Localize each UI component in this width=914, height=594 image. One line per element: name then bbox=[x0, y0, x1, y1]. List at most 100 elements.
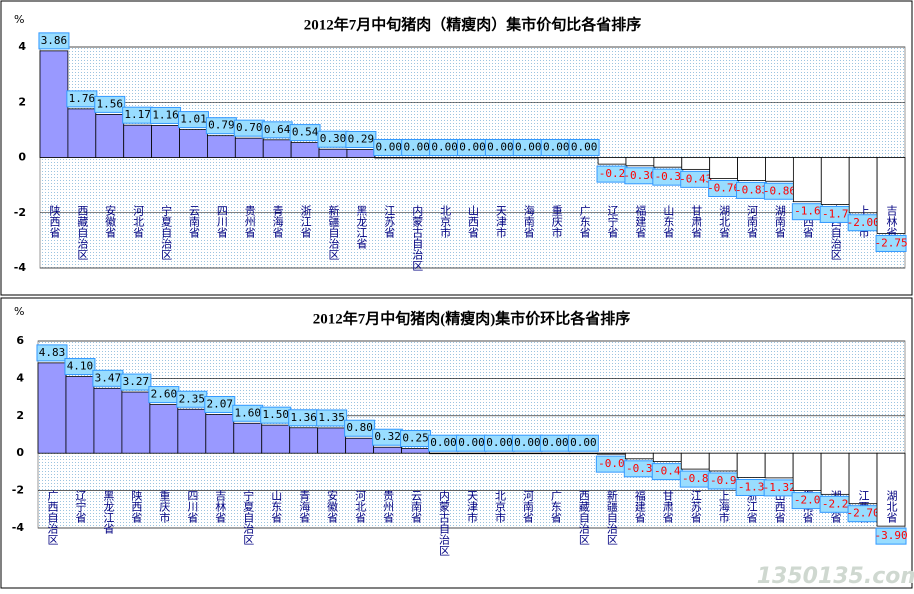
x-tick-label: 西藏自治区 bbox=[577, 490, 590, 545]
x-tick-label: 黑龙江省 bbox=[102, 490, 115, 535]
value-label: 0.00 bbox=[376, 141, 403, 154]
bar bbox=[457, 452, 486, 455]
y-tick-label: -4 bbox=[12, 521, 25, 534]
value-label: 1.35 bbox=[318, 411, 345, 424]
x-tick-label: 重庆市 bbox=[550, 204, 563, 239]
bar bbox=[205, 414, 235, 454]
y-axis-label: % bbox=[14, 305, 24, 318]
bar bbox=[345, 437, 375, 454]
value-label: 0.00 bbox=[431, 141, 458, 154]
bar bbox=[486, 157, 515, 159]
value-label-box bbox=[94, 95, 126, 113]
bar bbox=[680, 452, 710, 470]
value-label: 1.01 bbox=[180, 113, 207, 126]
x-tick-label: 内蒙古自治区 bbox=[438, 489, 451, 556]
value-label: 2.60 bbox=[151, 388, 178, 401]
value-label: 0.00 bbox=[543, 141, 570, 154]
x-tick-label: 四川省 bbox=[215, 205, 228, 239]
bar bbox=[458, 157, 487, 159]
value-label: 2.07 bbox=[207, 397, 234, 410]
bar bbox=[123, 124, 153, 158]
bar bbox=[737, 157, 766, 181]
value-label: 4.83 bbox=[39, 346, 66, 359]
bar bbox=[708, 452, 738, 472]
value-label-box bbox=[680, 170, 712, 188]
value-label: 1.16 bbox=[152, 108, 179, 121]
bar bbox=[736, 452, 766, 478]
bar bbox=[513, 452, 542, 455]
bar bbox=[233, 422, 263, 454]
value-label: 1.60 bbox=[235, 406, 262, 419]
x-tick-label: 黑龙江省 bbox=[355, 205, 368, 250]
value-label: -0.9 bbox=[710, 474, 737, 487]
bar bbox=[37, 362, 67, 454]
x-tick-label: 湖北省 bbox=[885, 490, 898, 524]
value-label: 0.00 bbox=[430, 436, 457, 449]
watermark: 1350135.com bbox=[757, 564, 914, 589]
value-label: -2.0 bbox=[794, 494, 821, 507]
value-label: -1.6 bbox=[794, 205, 821, 218]
value-label: 0.00 bbox=[515, 141, 542, 154]
bar bbox=[262, 139, 292, 158]
bar bbox=[792, 157, 822, 203]
value-label: 0.32 bbox=[374, 430, 401, 443]
value-label: -2.75 bbox=[874, 236, 907, 249]
x-tick-label: 重庆市 bbox=[158, 489, 171, 524]
x-tick-label: 辽宁省 bbox=[74, 490, 87, 524]
bar bbox=[289, 427, 319, 454]
x-tick-label: 河北省 bbox=[354, 490, 367, 524]
bar bbox=[513, 157, 543, 159]
x-tick-label: 北京市 bbox=[439, 205, 452, 239]
bar bbox=[624, 452, 654, 460]
y-axis-label: % bbox=[14, 13, 24, 26]
value-label: -1.7 bbox=[822, 207, 849, 220]
value-label: 0.00 bbox=[459, 141, 486, 154]
y-tick-label: 4 bbox=[18, 40, 26, 53]
bar bbox=[820, 157, 850, 205]
x-tick-label: 山西省 bbox=[773, 490, 786, 524]
value-label: -0.30 bbox=[623, 169, 656, 182]
bar bbox=[485, 452, 514, 455]
x-tick-label: 天津市 bbox=[466, 490, 479, 524]
chart-title: 2012年7月中旬猪肉（精瘦肉）集市价旬比各省排序 bbox=[304, 15, 642, 33]
value-label: 1.17 bbox=[124, 108, 151, 121]
value-label-box bbox=[568, 139, 600, 156]
chart-title: 2012年7月中旬猪肉(精瘦肉)集市价环比各省排序 bbox=[313, 309, 631, 327]
y-tick-label: 2 bbox=[18, 95, 26, 108]
bar bbox=[681, 157, 711, 170]
bar bbox=[261, 424, 291, 454]
x-tick-label: 辽宁省 bbox=[606, 205, 619, 239]
x-tick-label: 贵州省 bbox=[243, 205, 256, 239]
y-tick-label: -2 bbox=[12, 484, 24, 497]
x-tick-label: 宁夏自治区 bbox=[242, 489, 255, 545]
bar bbox=[430, 157, 459, 159]
bar bbox=[596, 452, 626, 455]
bar bbox=[151, 125, 180, 158]
x-tick-label: 吉林省 bbox=[885, 205, 898, 239]
bar bbox=[597, 157, 627, 165]
bar bbox=[625, 157, 655, 167]
value-label: -2.00 bbox=[847, 216, 880, 229]
value-label: 0.54 bbox=[292, 126, 319, 139]
value-label-box bbox=[875, 527, 907, 545]
value-label: 0.80 bbox=[346, 421, 373, 434]
x-tick-label: 山东省 bbox=[662, 205, 675, 239]
value-label: -0.3 bbox=[626, 462, 653, 475]
value-label: 0.00 bbox=[486, 436, 513, 449]
bar bbox=[290, 142, 320, 158]
value-label: 3.86 bbox=[41, 34, 68, 47]
y-tick-label: 6 bbox=[16, 334, 24, 347]
bar bbox=[764, 452, 794, 479]
x-tick-label: 西藏自治区 bbox=[76, 205, 89, 260]
value-label: -2.2 bbox=[822, 497, 849, 510]
x-tick-label: 天津市 bbox=[494, 205, 507, 239]
value-label: -3.90 bbox=[874, 529, 907, 542]
bar bbox=[848, 452, 878, 505]
x-tick-label: 山东省 bbox=[270, 490, 283, 524]
bar bbox=[317, 427, 347, 454]
x-tick-label: 新疆自治区 bbox=[327, 204, 340, 260]
bar bbox=[401, 448, 430, 454]
value-label: -0.76 bbox=[707, 181, 740, 194]
value-label: 0.25 bbox=[402, 432, 429, 445]
value-label: 0.00 bbox=[570, 436, 597, 449]
